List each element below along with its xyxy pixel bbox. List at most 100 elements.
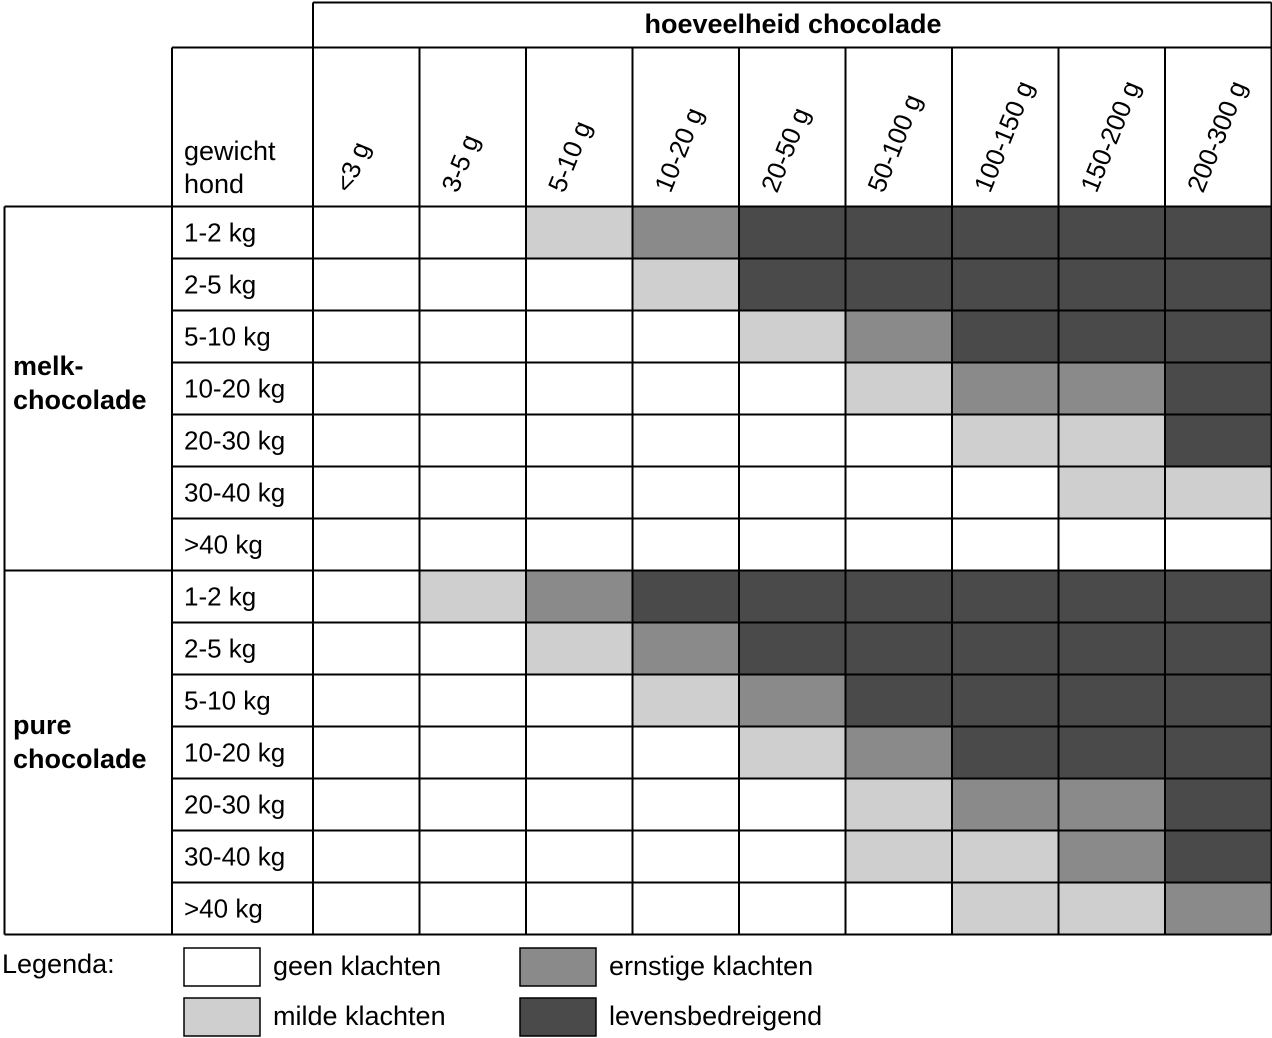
heatmap-cell [313, 414, 420, 467]
heatmap-cell [952, 778, 1059, 831]
heatmap-cell [1165, 258, 1272, 311]
column-label: 200-300 g [1181, 76, 1253, 196]
column-group-title: hoeveelheid chocolade [644, 9, 941, 39]
heatmap-cell [845, 622, 952, 675]
heatmap-cells [313, 206, 1272, 935]
heatmap-cell [632, 466, 739, 519]
heatmap-cell [952, 206, 1059, 259]
heatmap-cell [1058, 882, 1165, 935]
row-label-weight: 2-5 kg [184, 634, 256, 664]
legend-item-levensbedreigend: levensbedreigend [519, 997, 822, 1037]
heatmap-cell [313, 882, 420, 935]
heatmap-cell [632, 882, 739, 935]
heatmap-cell [739, 310, 846, 363]
heatmap-cell [952, 310, 1059, 363]
heatmap-cell [1058, 258, 1165, 311]
heatmap-cell [313, 310, 420, 363]
heatmap-cell [1165, 466, 1272, 519]
heatmap-cell [1058, 674, 1165, 727]
row-label-weight: 20-30 kg [184, 790, 285, 820]
column-label: 3-5 g [435, 130, 485, 196]
column-label: 20-50 g [755, 103, 816, 196]
legend-item-geen-klachten: geen klachten [183, 947, 441, 987]
heatmap-cell [526, 570, 633, 623]
heatmap-cell [632, 570, 739, 623]
heatmap-cell [845, 466, 952, 519]
heatmap-cell [952, 726, 1059, 779]
legend-label-geen-klachten: geen klachten [273, 951, 441, 981]
row-label-weight: 30-40 kg [184, 478, 285, 508]
heatmap-cell [632, 258, 739, 311]
heatmap-cell [739, 466, 846, 519]
heatmap-cell [1165, 570, 1272, 623]
heatmap-cell [632, 518, 739, 571]
legend-swatch-milde-klachten [183, 997, 261, 1037]
column-label: 50-100 g [861, 90, 927, 196]
legend-swatch-levensbedreigend [519, 997, 597, 1037]
heatmap-cell [313, 206, 420, 259]
heatmap-cell [739, 726, 846, 779]
heatmap-cell [419, 674, 526, 727]
heatmap-cell [952, 882, 1059, 935]
heatmap-cell [1165, 310, 1272, 363]
heatmap-cell [845, 674, 952, 727]
heatmap-cell [526, 622, 633, 675]
column-label: 10-20 g [648, 103, 709, 196]
heatmap-cell [526, 882, 633, 935]
heatmap-cell [313, 726, 420, 779]
heatmap-cell [632, 206, 739, 259]
heatmap-cell [419, 830, 526, 883]
column-label: 5-10 g [542, 117, 597, 197]
heatmap-cell [1058, 622, 1165, 675]
heatmap-cell [419, 206, 526, 259]
heatmap-cell [526, 206, 633, 259]
heatmap-cell [1058, 570, 1165, 623]
heatmap-cell [1058, 778, 1165, 831]
heatmap-cell [739, 414, 846, 467]
row-label-weight: 1-2 kg [184, 582, 256, 612]
legend-swatch-ernstige-klachten [519, 947, 597, 987]
heatmap-cell [845, 310, 952, 363]
legend-swatch-geen-klachten [183, 947, 261, 987]
heatmap-cell [526, 362, 633, 415]
row-label-weight: 5-10 kg [184, 686, 271, 716]
heatmap-cell [845, 206, 952, 259]
heatmap-cell [952, 362, 1059, 415]
heatmap-cell [313, 674, 420, 727]
row-label-weight: >40 kg [184, 894, 263, 924]
legend-label-levensbedreigend: levensbedreigend [609, 1001, 822, 1031]
heatmap-cell [632, 778, 739, 831]
heatmap-cell [526, 778, 633, 831]
heatmap-cell [739, 206, 846, 259]
heatmap-cell [526, 414, 633, 467]
column-label: 100-150 g [968, 76, 1040, 196]
heatmap-cell [1058, 310, 1165, 363]
heatmap-cell [632, 830, 739, 883]
legend-label-milde-klachten: milde klachten [273, 1001, 446, 1031]
heatmap-cell [1165, 882, 1272, 935]
heatmap-cell [845, 518, 952, 571]
heatmap-cell [952, 258, 1059, 311]
heatmap-cell [526, 466, 633, 519]
heatmap-cell [632, 622, 739, 675]
row-label-weight: 10-20 kg [184, 738, 285, 768]
heatmap-cell [739, 518, 846, 571]
heatmap-cell [1165, 778, 1272, 831]
heatmap-cell [1058, 726, 1165, 779]
heatmap-cell [313, 518, 420, 571]
heatmap-cell [845, 726, 952, 779]
heatmap-cell [739, 570, 846, 623]
heatmap-cell [1165, 362, 1272, 415]
legend-item-milde-klachten: milde klachten [183, 997, 446, 1037]
row-header-title: gewicht hond [184, 136, 283, 199]
heatmap-cell [313, 830, 420, 883]
heatmap-cell [526, 830, 633, 883]
legend-item-ernstige-klachten: ernstige klachten [519, 947, 813, 987]
heatmap-cell [952, 674, 1059, 727]
heatmap-cell [419, 518, 526, 571]
heatmap-cell [1165, 726, 1272, 779]
heatmap-cell [419, 258, 526, 311]
heatmap-cell [632, 674, 739, 727]
heatmap-cell [419, 466, 526, 519]
